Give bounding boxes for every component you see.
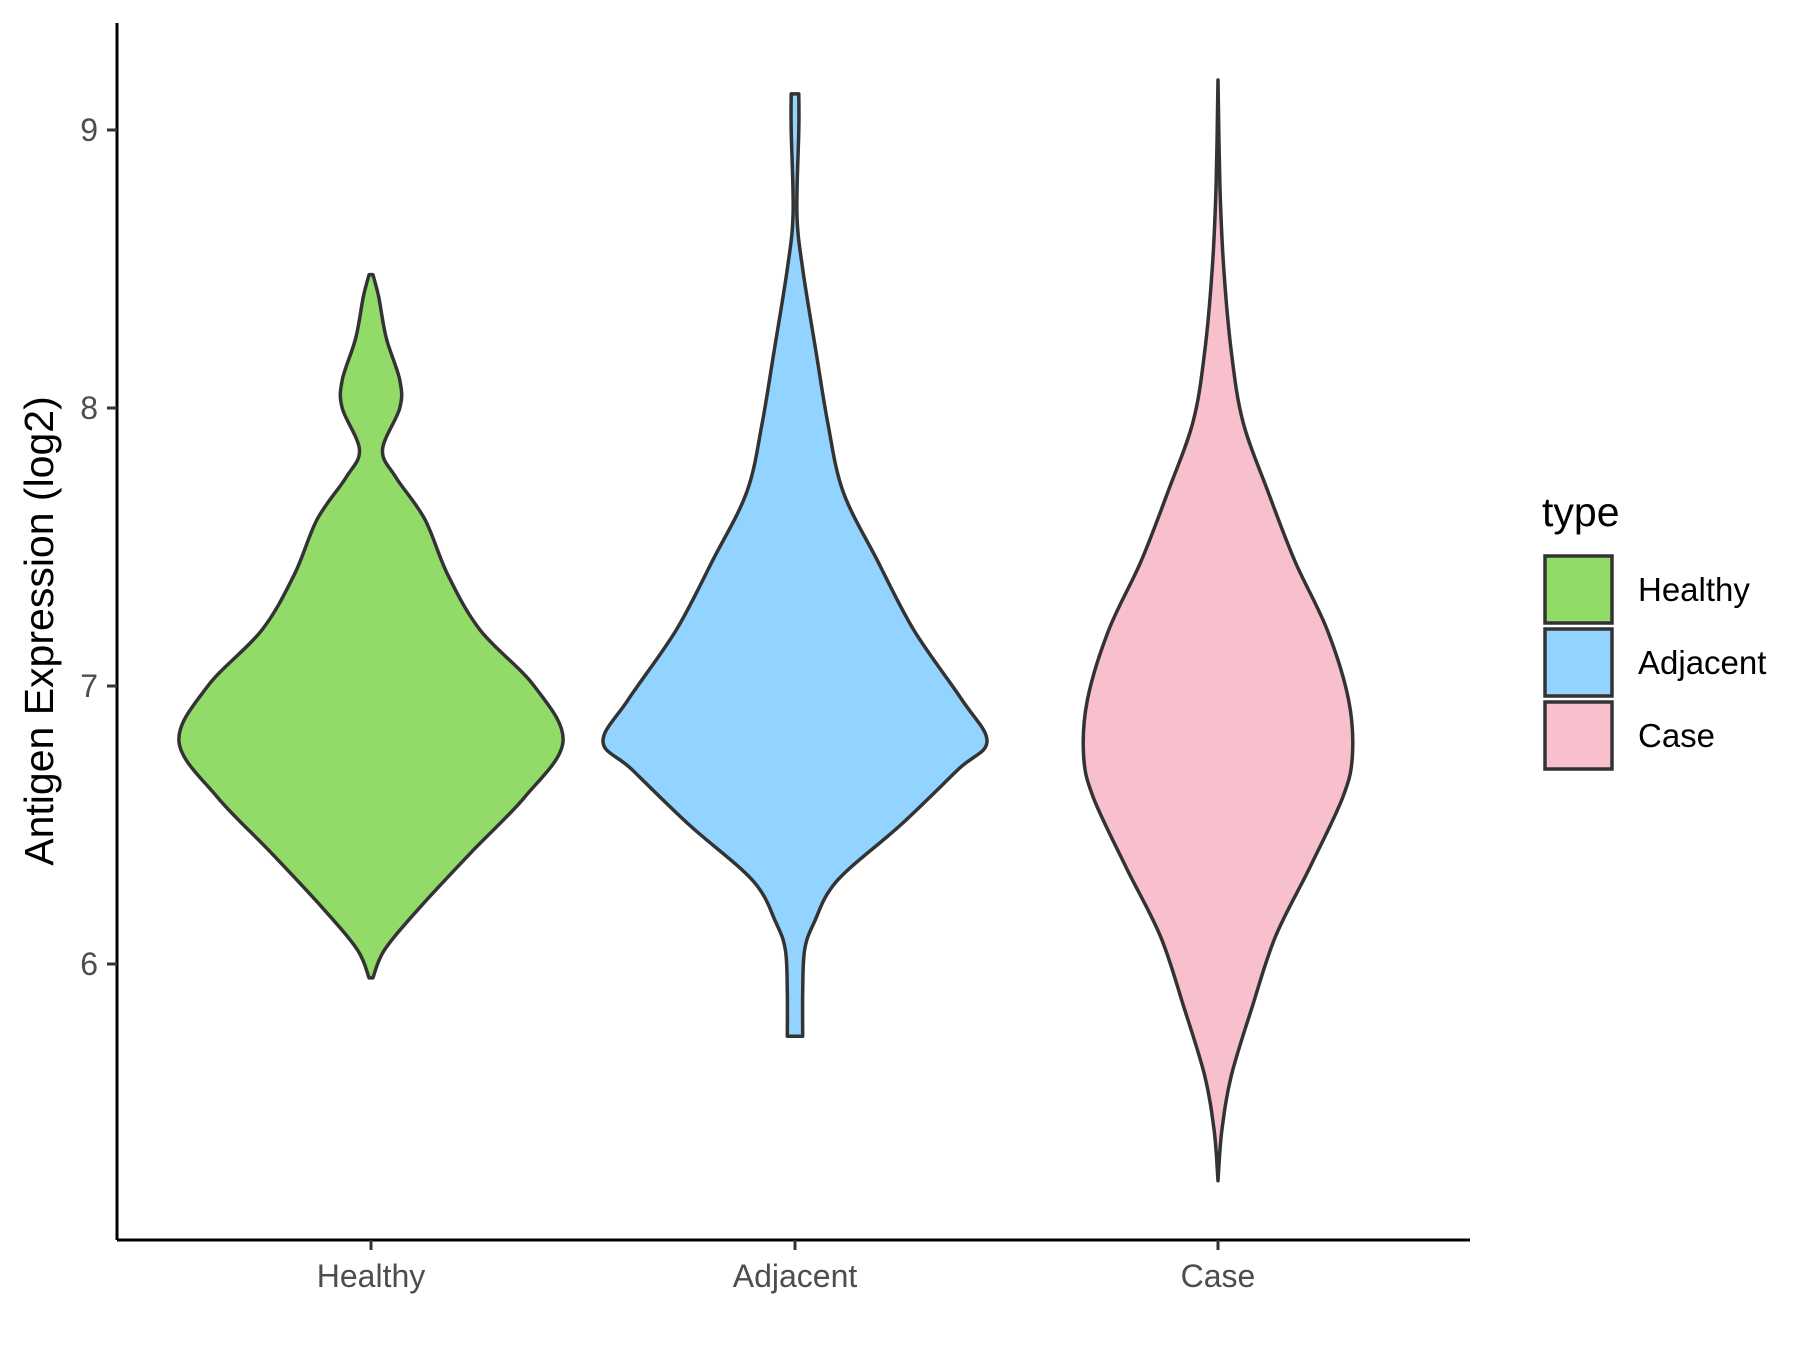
y-axis-title: Antigen Expression (log2): [16, 396, 62, 865]
violin-case: [1081, 78, 1355, 1183]
x-tick-label: Healthy: [317, 1258, 426, 1294]
legend: type Healthy Adjacent Case: [1542, 489, 1766, 771]
legend-label-healthy: Healthy: [1638, 571, 1750, 608]
x-tick-label: Adjacent: [733, 1258, 858, 1294]
legend-swatch-healthy: [1543, 554, 1614, 625]
x-axis-ticks: Healthy Adjacent Case: [317, 1240, 1256, 1294]
violins-layer: [177, 78, 1355, 1183]
legend-title: type: [1542, 489, 1620, 535]
y-tick-label: 8: [80, 390, 98, 426]
legend-swatch-case: [1543, 700, 1614, 771]
legend-entries: Healthy Adjacent Case: [1543, 554, 1766, 771]
y-tick-label: 7: [80, 668, 98, 704]
legend-swatch-adjacent: [1543, 627, 1614, 698]
y-axis-ticks: 6 7 8 9: [80, 112, 117, 982]
violin-adjacent: [601, 92, 989, 1039]
y-tick-label: 6: [80, 946, 98, 982]
violin-healthy: [177, 272, 565, 980]
x-tick-label: Case: [1181, 1258, 1256, 1294]
legend-label-adjacent: Adjacent: [1638, 644, 1766, 681]
y-tick-label: 9: [80, 112, 98, 148]
legend-label-case: Case: [1638, 717, 1715, 754]
